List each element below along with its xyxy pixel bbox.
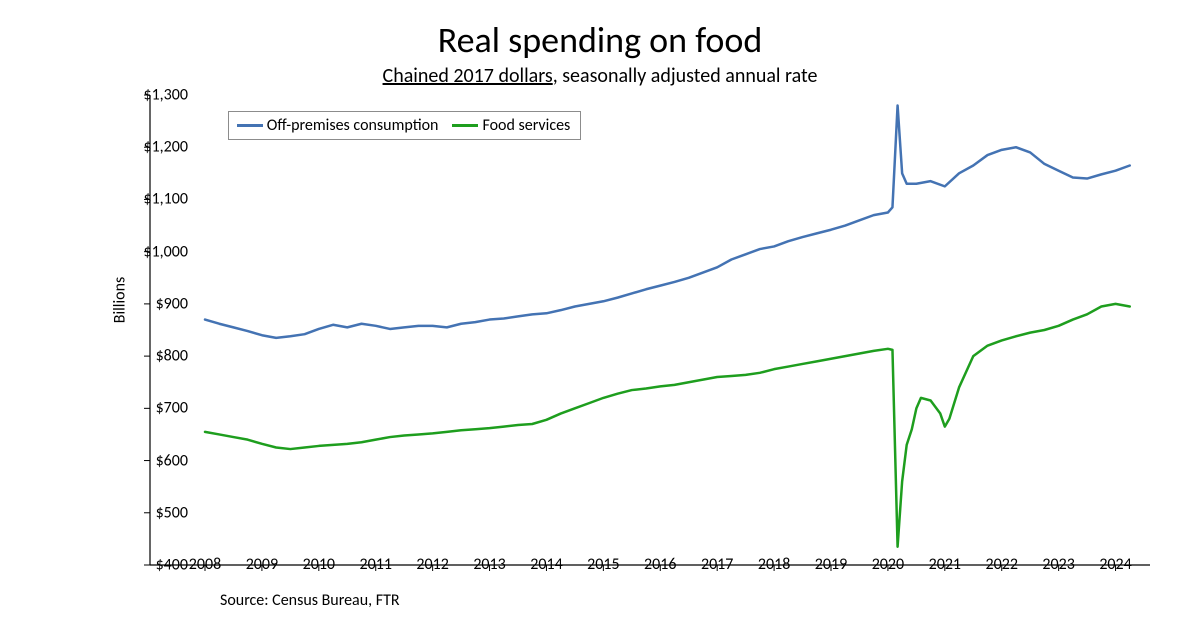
chart-legend: Off-premises consumption Food services (228, 111, 582, 140)
chart-container: Real spending on food Chained 2017 dolla… (0, 0, 1200, 628)
legend-item: Food services (452, 116, 570, 135)
subtitle-rest: , seasonally adjusted annual rate (553, 64, 818, 88)
chart-title: Real spending on food (0, 18, 1200, 62)
series-line (205, 105, 1130, 337)
legend-swatch (452, 124, 478, 127)
chart-subtitle: Chained 2017 dollars, seasonally adjuste… (0, 64, 1200, 88)
subtitle-underlined: Chained 2017 dollars (383, 64, 553, 88)
series-line (205, 304, 1130, 547)
legend-label: Food services (482, 116, 570, 135)
chart-source: Source: Census Bureau, FTR (220, 591, 400, 610)
legend-label: Off-premises consumption (267, 116, 439, 135)
legend-swatch (237, 124, 263, 127)
line-chart-plot (150, 95, 1150, 565)
legend-item: Off-premises consumption (237, 116, 439, 135)
